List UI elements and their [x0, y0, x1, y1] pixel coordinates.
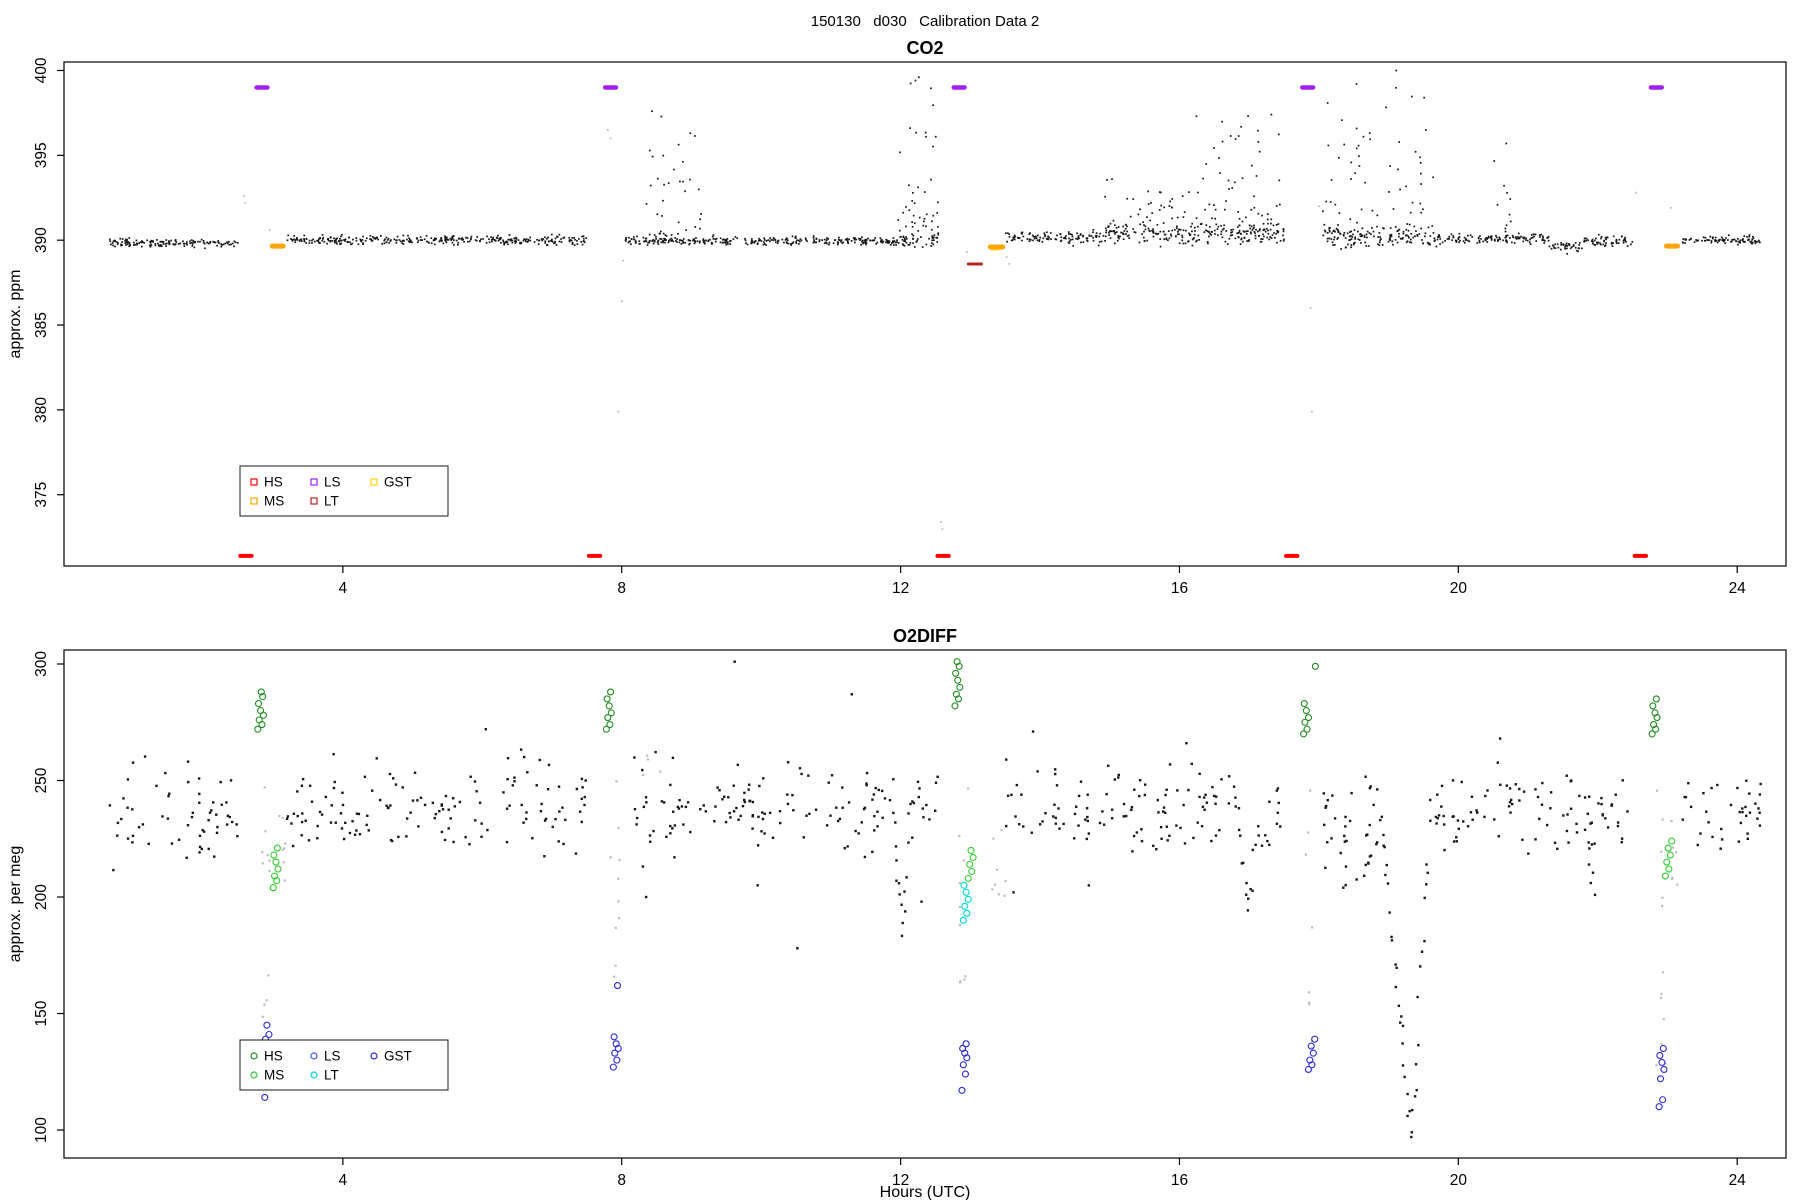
- legend-marker-icon: [250, 497, 258, 505]
- legend-entry-label: GST: [384, 1049, 412, 1064]
- legend-box: [239, 1039, 449, 1091]
- legend-marker-icon: [310, 1071, 318, 1079]
- panels-group: 4 8 12 16 20 24375380385390395400HSMSLSLTGST4…: [33, 57, 1787, 1189]
- x-tick-label: 12: [892, 580, 909, 597]
- legend: HS MS LS LT GST: [239, 465, 449, 517]
- legend-marker-icon: [250, 1071, 258, 1079]
- y-tick-label: 375: [33, 482, 50, 508]
- o2diff-y-axis-label: approx. per meg: [7, 846, 24, 963]
- series-MS: [269, 243, 1681, 250]
- legend-entry-label: LS: [324, 475, 341, 490]
- o2diff-panel-title: O2DIFF: [893, 626, 957, 646]
- plot-box: [63, 61, 1787, 567]
- x-tick-label: 24: [1729, 580, 1747, 597]
- legend-marker-icon: [370, 1052, 378, 1060]
- legend-marker-icon: [310, 1052, 318, 1060]
- x-tick-label: 24: [1729, 1172, 1747, 1189]
- x-axis: 4 8 12 16 20 24: [339, 566, 1747, 597]
- y-axis: 375 380 385 390 395 400: [33, 57, 64, 508]
- y-tick-label: 400: [33, 57, 50, 83]
- series-flagged: [261, 754, 1679, 1067]
- legend-marker-icon: [370, 478, 378, 486]
- y-tick-label: 250: [33, 767, 50, 793]
- y-tick-label: 300: [33, 651, 50, 677]
- legend-marker-icon: [310, 497, 318, 505]
- y-tick-label: 395: [33, 142, 50, 168]
- y-axis: 100 150 200 250 300: [33, 651, 64, 1143]
- x-tick-label: 4: [339, 1172, 348, 1189]
- legend-marker-icon: [250, 478, 258, 486]
- series-ambient: [109, 69, 1761, 255]
- series-LT: [966, 262, 983, 266]
- x-tick-label: 16: [1171, 580, 1188, 597]
- y-tick-label: 200: [33, 884, 50, 910]
- co2-y-axis-label: approx. ppm: [7, 270, 24, 359]
- x-axis: 4 8 12 16 20 24: [339, 1158, 1747, 1189]
- co2-panel-title: CO2: [906, 38, 943, 58]
- legend: HS MS LS LT GST: [239, 1039, 449, 1091]
- legend-marker-icon: [250, 1052, 258, 1060]
- legend-entry-label: MS: [264, 1068, 284, 1083]
- y-tick-label: 150: [33, 1000, 50, 1026]
- legend-entry-label: HS: [264, 1049, 283, 1064]
- series-HS: [254, 658, 1661, 738]
- legend-marker-icon: [310, 478, 318, 486]
- y-tick-label: 380: [33, 397, 50, 423]
- series-ambient: [108, 660, 1762, 1139]
- series-MS: [269, 837, 1676, 892]
- legend-entry-label: GST: [384, 475, 412, 490]
- y-tick-label: 390: [33, 227, 50, 253]
- legend-entry-label: LS: [324, 1049, 341, 1064]
- series-flagged: [242, 128, 1672, 530]
- x-tick-label: 16: [1171, 1172, 1188, 1189]
- co2-plot-area: 4 8 12 16 20 24 375 380 385 390 395 400 HS MS LS LT GST: [33, 57, 1787, 597]
- plot-box: [63, 649, 1787, 1159]
- legend-entry-label: HS: [264, 475, 283, 490]
- y-tick-label: 100: [33, 1117, 50, 1143]
- x-tick-label: 20: [1450, 580, 1468, 597]
- legend-entry-label: LT: [324, 494, 339, 509]
- x-axis-label: Hours (UTC): [880, 1184, 971, 1200]
- x-tick-label: 12: [892, 1172, 909, 1189]
- legend-box: [239, 465, 449, 517]
- series-HS: [238, 553, 1648, 558]
- figure-title: 150130 d030 Calibration Data 2: [811, 13, 1040, 30]
- x-tick-label: 8: [617, 1172, 626, 1189]
- series-LS: [254, 85, 1664, 90]
- x-tick-label: 20: [1450, 1172, 1468, 1189]
- x-tick-label: 8: [617, 580, 626, 597]
- legend-entry-label: LT: [324, 1068, 339, 1083]
- legend-entry-label: MS: [264, 494, 284, 509]
- series-LT: [959, 881, 972, 924]
- x-tick-label: 4: [339, 580, 348, 597]
- o2diff-plot-area: 4 8 12 16 20 24 100 150 200 250 300 HS MS LS LT GST: [33, 649, 1787, 1189]
- y-tick-label: 385: [33, 312, 50, 338]
- series-GST: [261, 982, 1668, 1111]
